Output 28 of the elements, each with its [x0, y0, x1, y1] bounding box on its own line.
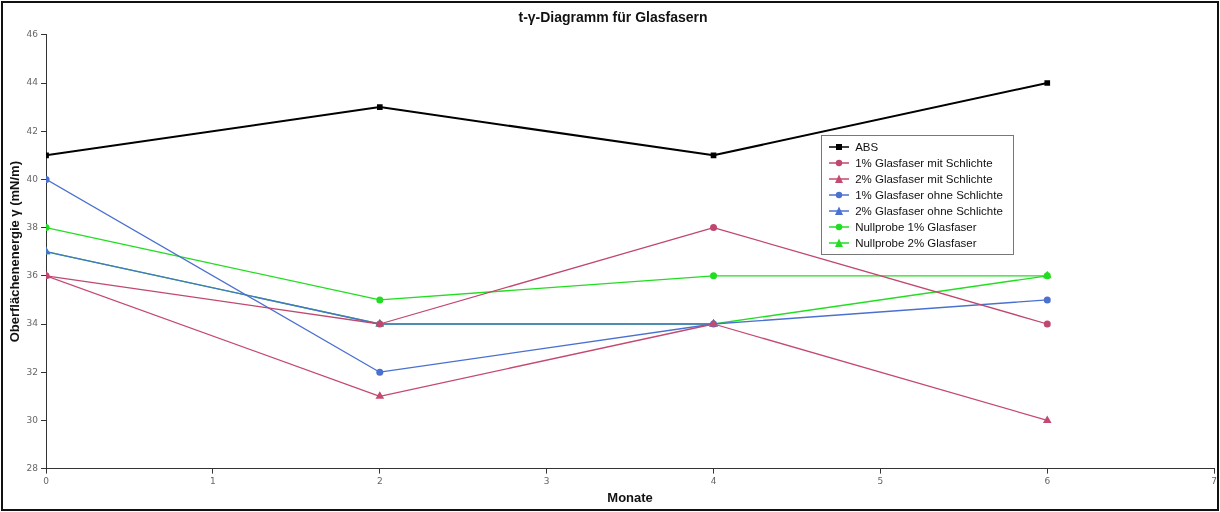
legend-label: 1% Glasfaser mit Schlichte — [855, 155, 993, 171]
y-tick-label: 38 — [26, 221, 39, 232]
x-tick-label: 5 — [877, 476, 884, 487]
y-tick-label: 32 — [26, 366, 39, 377]
legend-label: 2% Glasfaser ohne Schlichte — [855, 203, 1003, 219]
x-tick-label: 0 — [43, 476, 50, 487]
legend-label: ABS — [855, 139, 879, 155]
legend-label: 2% Glasfaser mit Schlichte — [855, 171, 993, 187]
y-tick-label: 40 — [26, 173, 39, 184]
y-tick-label: 34 — [26, 318, 39, 329]
x-tick-label: 4 — [710, 476, 717, 487]
y-axis-title: Oberflächenenergie γ (mN/m) — [7, 161, 23, 343]
chart-title: t-γ-Diagramm für Glasfasern — [518, 9, 708, 26]
y-tick-label: 30 — [26, 414, 39, 425]
x-tick-label: 1 — [210, 476, 216, 487]
legend-label: 1% Glasfaser ohne Schlichte — [855, 187, 1003, 203]
x-tick-label: 6 — [1044, 476, 1051, 487]
y-tick-label: 36 — [26, 270, 39, 281]
x-tick-label: 3 — [543, 476, 550, 487]
legend-label: Nullprobe 2% Glasfaser — [855, 235, 977, 251]
y-tick-label: 46 — [26, 29, 39, 40]
x-axis-title: Monate — [607, 489, 653, 505]
y-tick-label: 42 — [26, 125, 39, 136]
legend-label: Nullprobe 1% Glasfaser — [855, 219, 977, 235]
y-tick-label: 28 — [26, 462, 39, 473]
y-tick-label: 44 — [26, 77, 39, 88]
x-tick-label: 2 — [376, 476, 383, 487]
x-tick-label: 7 — [1211, 476, 1217, 487]
